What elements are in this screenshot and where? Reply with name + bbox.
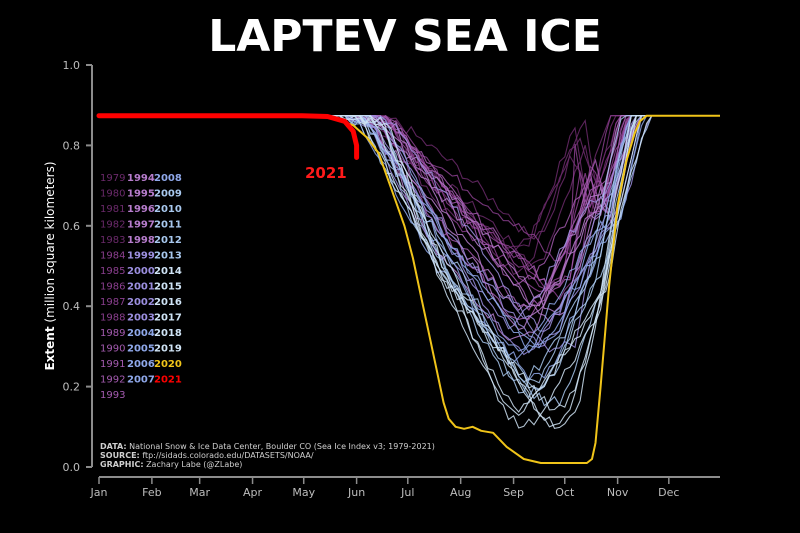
y-axis-label-bold: Extent bbox=[43, 326, 57, 370]
legend-year-2007: 2007 bbox=[127, 375, 155, 386]
y-axis-label-units: (million square kilometers) bbox=[43, 161, 57, 322]
x-tick-label: Aug bbox=[450, 486, 471, 499]
graphic-text: Zachary Labe (@ZLabe) bbox=[146, 460, 242, 469]
legend-year-1979: 1979 bbox=[100, 173, 125, 184]
y-tick-label: 1.0 bbox=[63, 59, 81, 72]
legend-year-2011: 2011 bbox=[154, 220, 182, 231]
x-tick-label: Oct bbox=[555, 486, 575, 499]
legend-year-2014: 2014 bbox=[154, 266, 182, 277]
legend-year-2016: 2016 bbox=[154, 297, 182, 308]
source-text: ftp://sidads.colorado.edu/DATASETS/NOAA/ bbox=[142, 451, 314, 460]
x-tick-label: Jul bbox=[400, 486, 414, 499]
legend-year-2005: 2005 bbox=[127, 344, 155, 355]
x-tick-label: Jun bbox=[347, 486, 365, 499]
y-axis: 0.0 0.2 0.4 0.6 0.8 1.0 bbox=[63, 59, 93, 474]
data-label: DATA: bbox=[100, 442, 127, 451]
legend-year-2010: 2010 bbox=[154, 204, 182, 215]
x-tick-label: Mar bbox=[189, 486, 210, 499]
legend-year-2012: 2012 bbox=[154, 235, 182, 246]
legend-year-1993: 1993 bbox=[100, 390, 125, 401]
legend-year-2004: 2004 bbox=[127, 328, 155, 339]
graphic-label: GRAPHIC: bbox=[100, 460, 144, 469]
legend-year-1998: 1998 bbox=[127, 235, 155, 246]
legend-year-2020: 2020 bbox=[154, 359, 182, 370]
y-tick-label: 0.8 bbox=[63, 139, 81, 152]
legend-year-1987: 1987 bbox=[100, 297, 125, 308]
legend-year-2006: 2006 bbox=[127, 359, 155, 370]
legend-year-2015: 2015 bbox=[154, 282, 182, 293]
x-tick-label: Apr bbox=[243, 486, 263, 499]
y-tick-label: 0.0 bbox=[63, 461, 81, 474]
legend-year-1988: 1988 bbox=[100, 313, 125, 324]
y-tick-label: 0.2 bbox=[63, 381, 81, 394]
data-text: National Snow & Ice Data Center, Boulder… bbox=[129, 442, 435, 451]
legend-year-1982: 1982 bbox=[100, 220, 125, 231]
legend-year-2002: 2002 bbox=[127, 297, 155, 308]
x-axis: Jan Feb Mar Apr May Jun Jul Aug Sep Oct Nov Dec bbox=[90, 476, 720, 499]
legend-year-2013: 2013 bbox=[154, 251, 182, 262]
source-label: SOURCE: bbox=[100, 451, 140, 460]
legend-year-1984: 1984 bbox=[100, 251, 125, 262]
legend-year-2018: 2018 bbox=[154, 328, 182, 339]
svg-text:GRAPHIC: Zachary Labe (@ZLabe): GRAPHIC: Zachary Labe (@ZLabe) bbox=[100, 460, 242, 469]
legend-year-2000: 2000 bbox=[127, 266, 155, 277]
legend-year-2001: 2001 bbox=[127, 282, 155, 293]
legend-year-2021: 2021 bbox=[154, 375, 182, 386]
x-tick-label: Jan bbox=[90, 486, 108, 499]
legend-year-1981: 1981 bbox=[100, 204, 125, 215]
legend-year-1985: 1985 bbox=[100, 266, 125, 277]
legend-year-1991: 1991 bbox=[100, 359, 125, 370]
x-tick-label: Feb bbox=[142, 486, 161, 499]
svg-text:SOURCE: ftp://sidads.colorado.: SOURCE: ftp://sidads.colorado.edu/DATASE… bbox=[100, 451, 314, 460]
legend-year-2009: 2009 bbox=[154, 189, 182, 200]
series-line-2020 bbox=[99, 114, 720, 464]
legend-year-1989: 1989 bbox=[100, 328, 125, 339]
y-tick-label: 0.4 bbox=[63, 300, 81, 313]
legend-year-1983: 1983 bbox=[100, 235, 125, 246]
legend-year-1997: 1997 bbox=[127, 220, 155, 231]
y-axis-label: Extent (million square kilometers) bbox=[43, 161, 57, 370]
legend-year-2008: 2008 bbox=[154, 173, 182, 184]
svg-text:DATA: National Snow & Ice Data: DATA: National Snow & Ice Data Center, B… bbox=[100, 442, 435, 451]
series-line-2021 bbox=[96, 113, 360, 160]
legend-year-1980: 1980 bbox=[100, 189, 125, 200]
legend-year-2017: 2017 bbox=[154, 313, 182, 324]
chart-title: LAPTEV SEA ICE bbox=[208, 11, 602, 62]
source-block: DATA: National Snow & Ice Data Center, B… bbox=[100, 442, 435, 469]
y-tick-label: 0.6 bbox=[63, 220, 81, 233]
x-tick-label: May bbox=[292, 486, 315, 499]
legend-year-1986: 1986 bbox=[100, 282, 125, 293]
series-group bbox=[96, 113, 720, 464]
legend-year-1999: 1999 bbox=[127, 251, 155, 262]
x-tick-label: Dec bbox=[658, 486, 679, 499]
legend-year-1995: 1995 bbox=[127, 189, 155, 200]
legend-year-1992: 1992 bbox=[100, 375, 125, 386]
highlight-label-2021: 2021 bbox=[305, 164, 347, 182]
year-legend: 1979 1980 1981 1982 1983 1984 1985 1986 1987 1988… bbox=[100, 173, 182, 401]
legend-year-2019: 2019 bbox=[154, 344, 182, 355]
x-tick-label: Nov bbox=[607, 486, 629, 499]
legend-year-1994: 1994 bbox=[127, 173, 155, 184]
legend-year-1996: 1996 bbox=[127, 204, 155, 215]
legend-year-1990: 1990 bbox=[100, 344, 125, 355]
legend-year-2003: 2003 bbox=[127, 313, 155, 324]
x-tick-label: Sep bbox=[503, 486, 524, 499]
